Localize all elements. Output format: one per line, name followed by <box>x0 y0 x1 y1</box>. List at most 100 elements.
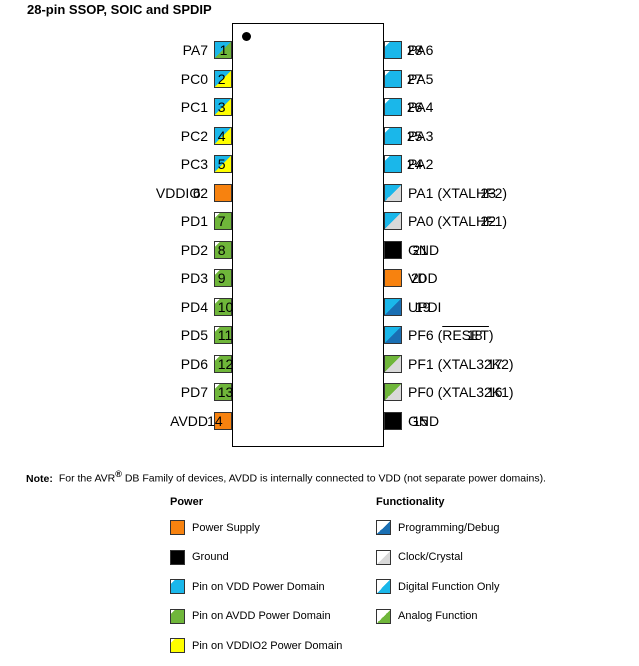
pin-number: 22 <box>480 213 497 229</box>
legend-label: Pin on VDD Power Domain <box>192 580 325 593</box>
pin-function-swatch-icon <box>214 98 232 116</box>
pin-number: 26 <box>406 99 423 115</box>
pin-10: PD4 10 <box>180 297 234 317</box>
legend-label: Pin on VDDIO2 Power Domain <box>192 639 343 652</box>
note-text-before: For the AVR <box>58 472 116 485</box>
pin-name: PA7 <box>182 42 208 58</box>
pin-number: 10 <box>217 298 234 315</box>
pin-number: 5 <box>217 156 226 172</box>
pin-16: 16 PF0 (XTAL32K1) <box>384 382 514 402</box>
pin-name: PA1 (XTALHF2) <box>408 184 508 201</box>
note-text-after: DB Family of devices, AVDD is internally… <box>121 472 546 485</box>
diagram-title: 28-pin SSOP, SOIC and SPDIP <box>27 2 212 17</box>
pin-name: PD1 <box>180 213 208 229</box>
pin-number: 4 <box>217 127 226 144</box>
pin-19: 19 UPDI <box>384 297 441 317</box>
pin-function-swatch-icon <box>214 297 232 316</box>
pin-23: 23 PA1 (XTALHF2) <box>384 183 507 203</box>
pin-11: PD5 11 <box>181 325 232 345</box>
pin-number: 6 <box>192 184 201 201</box>
legend-label: Digital Function Only <box>398 580 500 593</box>
pin-18: 18 PF6 (RESET) <box>384 325 494 345</box>
pin-27: 27 PA5 <box>384 69 433 89</box>
note-registered-mark: ® <box>115 469 122 479</box>
pin-name: PC0 <box>180 70 208 87</box>
pin-function-swatch-icon <box>214 354 232 373</box>
legend-item: Ground <box>170 549 229 565</box>
legend-functionality-title: Functionality <box>376 496 445 508</box>
legend-swatch-icon <box>170 638 185 653</box>
pin-20: 20 VDD <box>384 268 438 288</box>
pin-name: VDD <box>408 270 438 286</box>
pin-name: PC3 <box>180 156 208 172</box>
legend-item: Power Supply <box>170 520 260 535</box>
legend-power-title: Power <box>170 496 204 508</box>
legend-swatch-icon <box>170 549 185 565</box>
legend-label: Power Supply <box>192 521 260 534</box>
pin-12: PD6 12 <box>181 354 234 374</box>
pin-number: 15 <box>412 412 429 429</box>
pin-name: PA2 <box>408 156 434 172</box>
legend-label: Analog Function <box>398 610 478 622</box>
legend-swatch-icon <box>170 579 185 594</box>
pin-number: 27 <box>406 70 423 87</box>
pin-number: 12 <box>217 355 234 372</box>
legend-item: Clock/Crystal <box>376 549 463 565</box>
pin-21: 21 GND <box>384 240 439 260</box>
pin-name: GND <box>408 412 440 429</box>
pin-number: 23 <box>480 184 497 201</box>
legend-label: Ground <box>192 551 229 563</box>
pin-function-swatch-icon <box>214 269 232 287</box>
pin-function-swatch-icon <box>384 240 402 259</box>
pin-name: PA0 (XTALHF1) <box>408 213 508 229</box>
pin-number: 13 <box>217 384 234 400</box>
legend-swatch-icon <box>170 520 185 535</box>
pin-function-swatch-icon <box>384 297 402 316</box>
pin-4: PC2 4 <box>181 126 232 146</box>
pin-function-swatch-icon <box>214 126 232 145</box>
pin-number: 11 <box>217 327 233 343</box>
pin-1: PA7 1 <box>183 40 232 60</box>
legend-item: Pin on VDD Power Domain <box>170 579 325 594</box>
pin-17: 17 PF1 (XTAL32K2) <box>384 354 514 374</box>
pin-function-swatch-icon <box>214 212 232 230</box>
pin-name: PF1 (XTAL32K2) <box>408 355 514 372</box>
pin-26: 26 PA4 <box>384 97 433 117</box>
pin-7: PD1 7 <box>181 211 232 231</box>
legend-item: Digital Function Only <box>376 579 500 594</box>
note-label: Note: <box>26 472 53 485</box>
pin-24: 24 PA2 <box>384 154 433 174</box>
legend-swatch-icon <box>376 549 391 565</box>
pin-6: VDDIO2 6 <box>156 183 232 203</box>
legend-item: Pin on VDDIO2 Power Domain <box>170 638 342 653</box>
pin-number: 28 <box>406 42 423 58</box>
pin-9: PD3 9 <box>181 268 232 288</box>
pin-function-swatch-icon <box>384 183 402 202</box>
pin-name: PD4 <box>180 298 208 315</box>
pin-22: 22 PA0 (XTALHF1) <box>384 211 507 231</box>
pin-number: 8 <box>217 241 226 258</box>
legend-swatch-icon <box>376 608 391 624</box>
pin-function-swatch-icon <box>384 326 402 344</box>
legend-swatch-icon <box>376 579 391 594</box>
pin-8: PD2 8 <box>181 240 232 260</box>
pin-function-swatch-icon <box>384 411 402 430</box>
pin-function-swatch-icon <box>214 240 232 259</box>
pin-15: 15 GND <box>384 411 439 431</box>
pin-function-swatch-icon <box>214 383 232 401</box>
pin-name: PC1 <box>180 99 208 115</box>
pin-function-swatch-icon <box>384 269 402 287</box>
pin-13: PD7 13 <box>181 382 234 402</box>
pin-25: 25 PA3 <box>384 126 433 146</box>
pin-name: UPDI <box>408 298 442 315</box>
pin-number: 19 <box>414 298 431 315</box>
pin-function-swatch-icon <box>214 183 232 202</box>
pin-number: 7 <box>217 213 226 229</box>
note-text: Note: For the AVR® DB Family of devices, … <box>26 469 546 485</box>
pin-name: PA6 <box>408 42 434 58</box>
pin-function-swatch-icon <box>384 98 402 116</box>
legend-label: Clock/Crystal <box>398 551 463 563</box>
pin-function-swatch-icon <box>214 326 232 344</box>
pin-number: 24 <box>406 156 423 172</box>
legend-item: Pin on AVDD Power Domain <box>170 608 331 624</box>
